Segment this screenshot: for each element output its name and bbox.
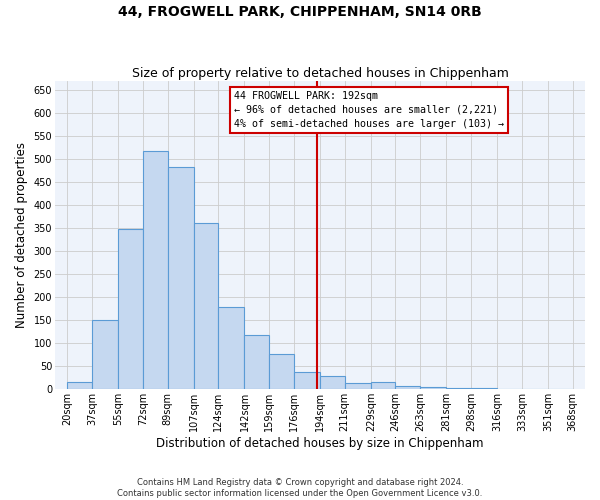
Text: 44, FROGWELL PARK, CHIPPENHAM, SN14 0RB: 44, FROGWELL PARK, CHIPPENHAM, SN14 0RB (118, 5, 482, 19)
Text: Contains HM Land Registry data © Crown copyright and database right 2024.
Contai: Contains HM Land Registry data © Crown c… (118, 478, 482, 498)
Text: 44 FROGWELL PARK: 192sqm
← 96% of detached houses are smaller (2,221)
4% of semi: 44 FROGWELL PARK: 192sqm ← 96% of detach… (235, 91, 505, 129)
Bar (446, 388, 471, 390)
Bar (194, 224, 218, 390)
Bar (244, 335, 269, 390)
Bar (344, 384, 371, 390)
Bar (67, 382, 92, 390)
Bar (143, 151, 167, 390)
Bar (118, 230, 143, 390)
Bar (320, 376, 344, 390)
Bar (92, 320, 118, 390)
Bar (471, 388, 497, 390)
Bar (395, 386, 420, 390)
Bar (269, 354, 294, 390)
Y-axis label: Number of detached properties: Number of detached properties (15, 142, 28, 328)
Bar (420, 388, 446, 390)
X-axis label: Distribution of detached houses by size in Chippenham: Distribution of detached houses by size … (156, 437, 484, 450)
Bar (371, 382, 395, 390)
Bar (294, 372, 320, 390)
Bar (167, 167, 194, 390)
Bar (218, 307, 244, 390)
Title: Size of property relative to detached houses in Chippenham: Size of property relative to detached ho… (131, 66, 508, 80)
